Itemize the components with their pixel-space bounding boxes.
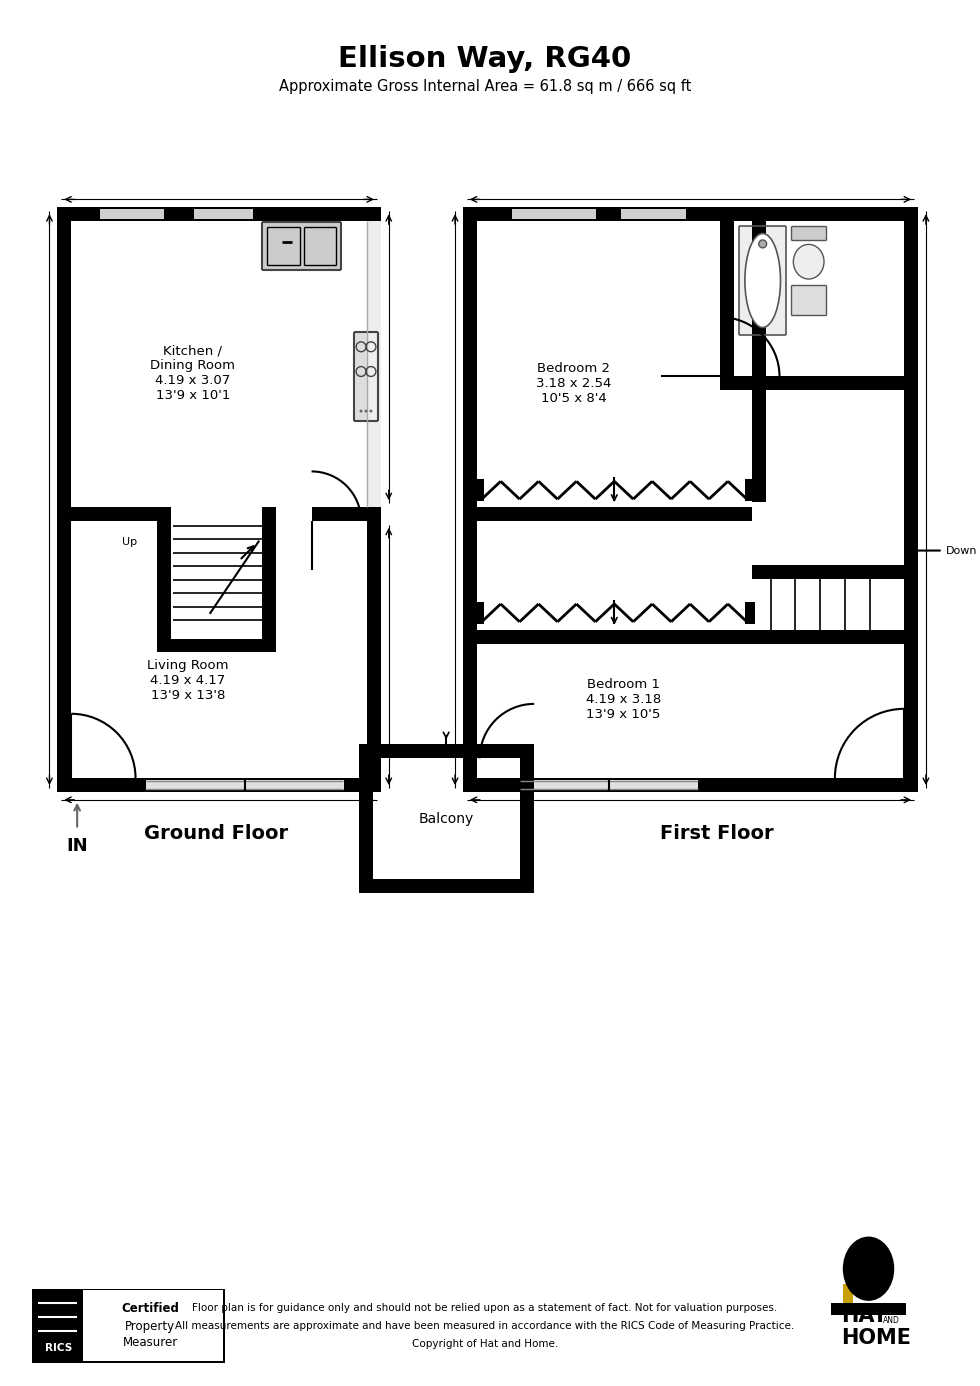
Text: Ellison Way, RG40: Ellison Way, RG40: [338, 44, 631, 73]
Circle shape: [365, 410, 368, 413]
Text: IN: IN: [67, 837, 88, 855]
Bar: [312, 507, 381, 521]
Bar: [194, 209, 253, 219]
Text: Approximate Gross Internal Area = 61.8 sq m / 666 sq ft: Approximate Gross Internal Area = 61.8 s…: [278, 79, 691, 94]
Text: Property: Property: [125, 1319, 175, 1332]
Bar: [463, 629, 752, 643]
Bar: [58, 778, 381, 791]
Text: Up: Up: [122, 536, 137, 546]
Bar: [745, 480, 755, 502]
Bar: [367, 222, 381, 507]
Text: Kitchen /
Dining Room
4.19 x 3.07
13'9 x 10'1: Kitchen / Dining Room 4.19 x 3.07 13'9 x…: [150, 345, 235, 402]
Text: AND: AND: [883, 1315, 901, 1325]
Ellipse shape: [794, 244, 824, 279]
Bar: [359, 744, 373, 893]
Circle shape: [369, 410, 372, 413]
Text: First Floor: First Floor: [661, 823, 774, 843]
Bar: [752, 629, 905, 643]
Circle shape: [759, 240, 766, 248]
Bar: [33, 1290, 83, 1361]
Text: HOME: HOME: [841, 1328, 910, 1349]
Bar: [739, 226, 786, 335]
Bar: [792, 226, 826, 240]
Text: Measurer: Measurer: [122, 1336, 178, 1350]
Bar: [463, 208, 918, 222]
Text: Down: Down: [946, 546, 977, 556]
Bar: [752, 208, 765, 502]
Ellipse shape: [745, 233, 780, 327]
Ellipse shape: [843, 1236, 894, 1301]
Bar: [262, 507, 276, 639]
Bar: [31, 1289, 224, 1362]
Circle shape: [360, 410, 363, 413]
Bar: [843, 1283, 853, 1306]
Bar: [359, 744, 534, 758]
Bar: [58, 507, 157, 521]
Text: HAT: HAT: [841, 1306, 887, 1326]
Bar: [720, 377, 918, 391]
Text: Ground Floor: Ground Floor: [144, 823, 288, 843]
Bar: [58, 208, 381, 222]
Bar: [33, 1290, 222, 1361]
Bar: [792, 286, 826, 315]
Text: Floor plan is for guidance only and should not be relied upon as a statement of : Floor plan is for guidance only and shou…: [192, 1303, 777, 1314]
Bar: [367, 208, 381, 791]
Bar: [359, 879, 534, 893]
Text: All measurements are approximate and have been measured in accordance with the R: All measurements are approximate and hav…: [175, 1321, 795, 1331]
Bar: [474, 602, 484, 624]
Bar: [354, 331, 378, 421]
Text: Living Room
4.19 x 4.17
13'9 x 13'8: Living Room 4.19 x 4.17 13'9 x 13'8: [147, 658, 228, 701]
Bar: [474, 480, 484, 502]
Bar: [831, 1303, 906, 1315]
Bar: [262, 222, 341, 270]
Bar: [463, 778, 918, 791]
Bar: [520, 780, 699, 790]
Bar: [513, 209, 597, 219]
Bar: [157, 639, 276, 653]
Text: Bedroom 1
4.19 x 3.18
13'9 x 10'5: Bedroom 1 4.19 x 3.18 13'9 x 10'5: [586, 678, 661, 722]
Text: Copyright of Hat and Home.: Copyright of Hat and Home.: [412, 1339, 558, 1349]
Text: Certified: Certified: [122, 1301, 179, 1315]
Bar: [58, 208, 72, 791]
Bar: [262, 222, 341, 270]
Bar: [745, 602, 755, 624]
Bar: [157, 507, 172, 639]
Text: RICS: RICS: [45, 1343, 72, 1353]
Bar: [752, 565, 905, 579]
Text: Bedroom 2
3.18 x 2.54
10'5 x 8'4: Bedroom 2 3.18 x 2.54 10'5 x 8'4: [536, 362, 612, 405]
Bar: [520, 744, 534, 893]
Bar: [463, 208, 477, 791]
Bar: [621, 209, 686, 219]
Bar: [720, 208, 734, 391]
Bar: [463, 507, 752, 521]
Text: Balcony: Balcony: [418, 812, 473, 826]
Bar: [146, 780, 344, 790]
Bar: [100, 209, 165, 219]
Bar: [905, 208, 918, 791]
